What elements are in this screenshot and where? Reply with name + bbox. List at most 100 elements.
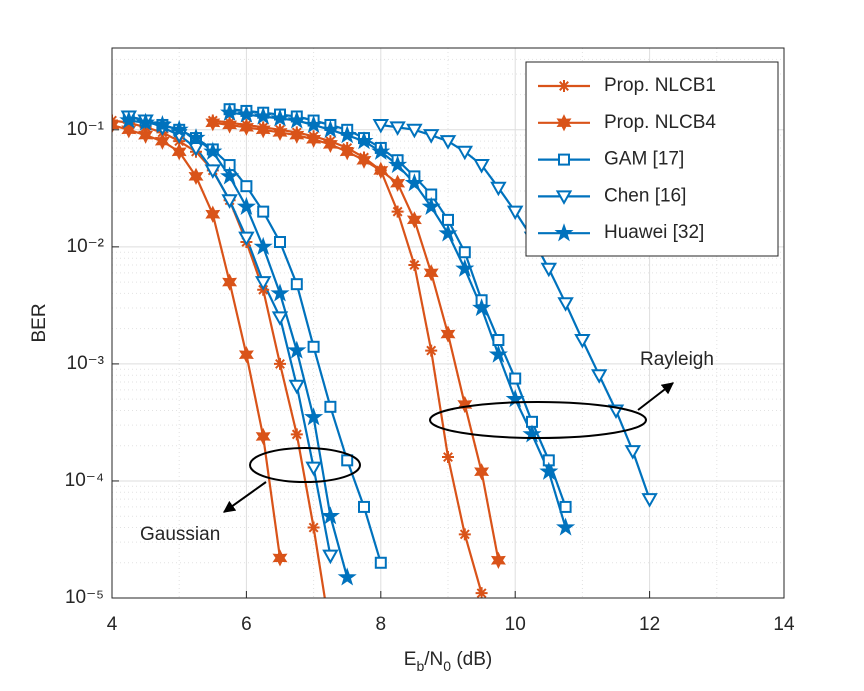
legend-label: GAM [17]: [604, 149, 684, 170]
marker: [488, 344, 508, 363]
marker: [154, 132, 170, 150]
annotation: Rayleigh: [640, 349, 714, 370]
x-label-part: (dB): [451, 649, 492, 670]
y-tick-label: 10⁻⁴: [65, 470, 104, 491]
y-tick-label: 10⁻³: [67, 353, 105, 374]
marker: [555, 190, 573, 205]
marker: [270, 283, 290, 302]
marker: [422, 129, 440, 144]
marker: [304, 407, 324, 426]
marker: [270, 108, 290, 127]
x-label-part: E: [404, 649, 417, 670]
legend: Prop. NLCB1 Prop. NLCB4 GAM [17] Chen [16] H…: [525, 61, 779, 257]
marker: [492, 334, 505, 347]
marker: [421, 196, 441, 215]
rayleigh-ellipse: [429, 401, 647, 439]
marker: [371, 141, 391, 160]
marker: [440, 325, 456, 343]
marker: [221, 194, 238, 209]
marker: [205, 205, 221, 223]
marker: [136, 112, 156, 131]
marker: [322, 549, 339, 565]
marker: [255, 121, 271, 139]
marker: [320, 119, 340, 138]
marker: [272, 549, 288, 567]
marker: [457, 395, 473, 414]
marker: [388, 154, 408, 174]
marker: [171, 143, 187, 161]
legend-label: Prop. NLCB1: [604, 75, 716, 96]
marker: [188, 167, 204, 186]
marker: [554, 223, 574, 242]
marker: [556, 517, 576, 536]
marker: [539, 461, 559, 480]
marker: [304, 114, 324, 134]
marker: [391, 205, 404, 218]
y-tick-label: 10⁻¹: [67, 119, 105, 140]
marker: [374, 556, 387, 569]
marker: [255, 427, 271, 446]
marker: [240, 180, 253, 193]
marker: [490, 181, 507, 197]
marker: [509, 372, 522, 385]
marker: [121, 121, 137, 139]
marker: [205, 114, 221, 132]
marker: [624, 445, 642, 460]
marker: [339, 143, 355, 161]
marker: [641, 493, 658, 508]
marker: [289, 126, 305, 144]
marker: [324, 400, 337, 413]
marker: [222, 273, 238, 291]
marker: [557, 297, 574, 312]
marker: [305, 461, 322, 477]
marker: [203, 141, 223, 160]
marker: [307, 521, 320, 534]
x-tick-label: 6: [241, 614, 252, 635]
marker: [506, 205, 524, 221]
marker: [290, 278, 303, 291]
marker: [341, 454, 354, 467]
rayleigh-arrow: [637, 382, 674, 411]
marker: [590, 369, 608, 384]
marker: [574, 334, 591, 349]
marker: [458, 246, 471, 259]
marker: [389, 121, 406, 136]
marker: [204, 164, 222, 179]
marker: [558, 153, 570, 166]
y-tick-label: 10⁻⁵: [65, 587, 104, 608]
marker: [425, 344, 438, 357]
marker: [455, 258, 475, 277]
marker: [456, 145, 474, 161]
marker: [274, 236, 286, 249]
marker: [438, 223, 458, 242]
marker: [222, 116, 238, 134]
marker: [540, 262, 558, 278]
marker: [423, 264, 439, 282]
marker: [472, 298, 492, 317]
marker: [238, 231, 255, 247]
annotation: Gaussian: [140, 524, 220, 545]
marker: [320, 506, 340, 525]
marker: [354, 131, 374, 150]
marker: [254, 276, 272, 291]
x-label-sub: 0: [443, 658, 451, 674]
x-tick-label: 8: [376, 614, 387, 635]
marker: [236, 104, 256, 123]
axes-box: [111, 47, 785, 599]
x-tick-label: 10: [505, 614, 526, 635]
axes: 4 6 8 10 12 14 10⁻⁵ 10⁻⁴ 10⁻³ 10⁻² 10⁻¹: [65, 119, 795, 635]
y-tick-label: 10⁻²: [67, 236, 105, 257]
legend-label: Huawei [32]: [604, 222, 704, 243]
marker: [558, 80, 570, 92]
marker: [439, 135, 457, 150]
marker: [253, 106, 273, 125]
marker: [556, 114, 572, 132]
x-tick-label: 12: [639, 614, 660, 635]
legend-label: Prop. NLCB4: [604, 112, 716, 133]
x-tick-label: 14: [773, 614, 795, 635]
marker: [474, 463, 490, 481]
marker: [186, 128, 206, 147]
marker: [253, 236, 273, 255]
